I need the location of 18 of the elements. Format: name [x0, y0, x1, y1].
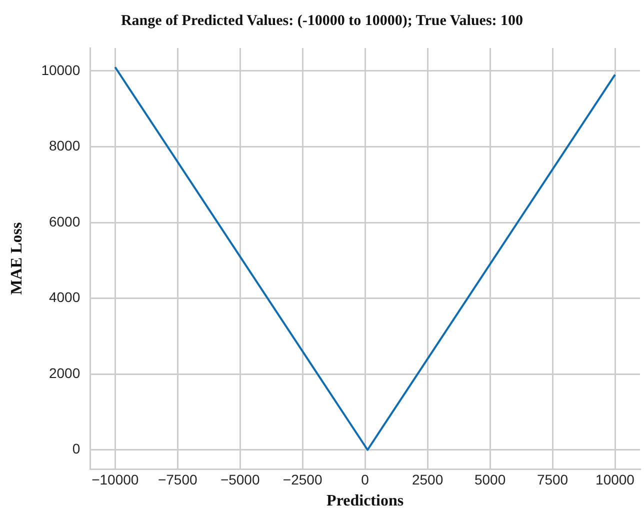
x-tick-label: 2500 [412, 471, 444, 488]
x-tick-label: 5000 [474, 471, 506, 488]
x-axis-title: Predictions [326, 492, 404, 510]
y-tick-label: 8000 [48, 138, 80, 154]
x-tick-label: 10000 [596, 471, 635, 488]
y-tick-label: 0 [72, 440, 80, 457]
y-tick-label: 6000 [48, 213, 80, 230]
x-tick-label: 7500 [536, 471, 568, 488]
chart-title: Range of Predicted Values: (-10000 to 10000); True Values: 100 [120, 12, 524, 29]
x-tick-label: −10000 [92, 471, 139, 488]
x-tick-label: −2500 [282, 471, 322, 488]
x-tick-label: −5000 [220, 471, 260, 488]
y-tick-label: 2000 [48, 364, 80, 381]
x-tick-label: −7500 [158, 471, 198, 488]
x-tick-label: 0 [361, 471, 370, 488]
y-tick-label: 4000 [48, 289, 80, 306]
y-axis-title: MAE Loss [8, 222, 26, 295]
y-tick-label: 10000 [41, 62, 80, 78]
